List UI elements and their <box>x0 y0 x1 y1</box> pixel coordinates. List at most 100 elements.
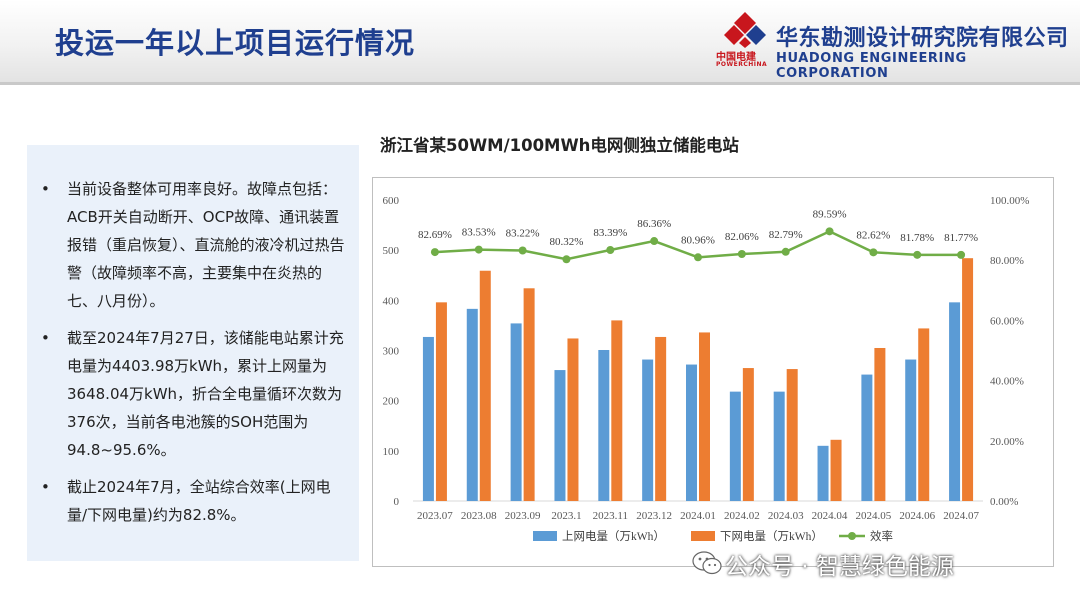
logo-text-en: POWERCHINA <box>716 61 768 68</box>
bar-upload <box>598 349 610 501</box>
legend-swatch-upload <box>533 531 557 541</box>
y-right-tick-label: 60.00% <box>990 315 1024 327</box>
efficiency-data-label: 83.53% <box>462 227 496 239</box>
efficiency-data-label: 83.22% <box>506 228 540 240</box>
legend-label-download: 下网电量（万kWh） <box>720 530 823 543</box>
efficiency-data-label: 81.78% <box>900 232 934 244</box>
x-tick-label: 2023.11 <box>593 510 628 522</box>
x-tick-label: 2023.08 <box>461 510 497 522</box>
powerchina-logo-icon <box>724 12 766 48</box>
legend-marker-efficiency <box>848 532 856 540</box>
summary-panel: • 当前设备整体可用率良好。故障点包括：ACB开关自动断开、OCP故障、通讯装置… <box>27 145 359 561</box>
efficiency-point <box>518 246 527 255</box>
y-left-tick-label: 0 <box>394 496 400 508</box>
efficiency-point <box>825 227 834 236</box>
efficiency-data-label: 89.59% <box>813 208 847 220</box>
y-right-tick-label: 0.00% <box>990 496 1018 508</box>
efficiency-data-label: 82.69% <box>418 229 452 241</box>
header-bar <box>0 0 1080 82</box>
company-name-cn: 华东勘测设计研究院有限公司 <box>776 26 1069 51</box>
bar-download <box>479 270 491 501</box>
efficiency-point <box>606 245 615 254</box>
x-tick-label: 2024.05 <box>856 510 892 522</box>
bullet-item: • 截至2024年7月27日，该储能电站累计充电量为4403.98万kWh，累计… <box>41 324 349 464</box>
efficiency-point <box>913 250 922 259</box>
efficiency-data-label: 82.79% <box>769 229 803 241</box>
x-tick-label: 2023.07 <box>417 510 453 522</box>
efficiency-data-label: 80.32% <box>550 236 584 248</box>
efficiency-data-label: 86.36% <box>637 218 671 230</box>
efficiency-point <box>781 247 790 256</box>
efficiency-point <box>650 237 659 246</box>
x-tick-label: 2024.02 <box>724 510 760 522</box>
efficiency-point <box>430 248 439 257</box>
y-left-tick-label: 400 <box>383 295 400 307</box>
efficiency-point <box>869 248 878 257</box>
wechat-icon <box>692 551 722 575</box>
bar-download <box>523 288 535 501</box>
bullet-item: • 当前设备整体可用率良好。故障点包括：ACB开关自动断开、OCP故障、通讯装置… <box>41 175 349 315</box>
bar-upload <box>773 391 785 501</box>
efficiency-point <box>694 253 702 262</box>
page-title: 投运一年以上项目运行情况 <box>55 26 416 60</box>
y-left-tick-label: 200 <box>383 396 400 408</box>
bar-upload <box>510 323 522 501</box>
bar-upload <box>861 374 873 501</box>
legend-swatch-download <box>691 531 715 541</box>
bar-download <box>918 328 930 501</box>
bullet-text: 截止2024年7月，全站综合效率(上网电量/下网电量)约为82.8%。 <box>67 478 331 524</box>
x-tick-label: 2024.03 <box>768 510 804 522</box>
chart-container: 0 100 200 300 400 500 600 0.00% 20.00% 40.00% 60.0… <box>372 177 1054 567</box>
bar-download <box>742 368 754 501</box>
efficiency-point <box>957 250 966 259</box>
bar-upload <box>949 302 961 501</box>
bar-download <box>699 332 710 501</box>
bar-upload <box>686 364 697 501</box>
chart-title: 浙江省某50WM/100MWh电网侧独立储能电站 <box>380 136 739 155</box>
efficiency-data-label: 81.77% <box>944 232 978 244</box>
logo-text-cn: 中国电建 <box>716 52 756 63</box>
bar-download <box>830 439 842 501</box>
x-tick-label: 2023.09 <box>505 510 541 522</box>
efficiency-data-label: 80.96% <box>681 234 715 246</box>
bar-download <box>874 347 886 501</box>
bar-upload <box>905 359 917 501</box>
bar-upload <box>729 391 741 501</box>
efficiency-point <box>562 255 571 264</box>
bar-upload <box>642 359 654 501</box>
legend-label-efficiency: 效率 <box>870 529 893 543</box>
y-left-tick-label: 300 <box>383 346 400 358</box>
bullet-dot: • <box>41 329 50 347</box>
x-tick-label: 2024.06 <box>899 510 935 522</box>
legend-label-upload: 上网电量（万kWh） <box>562 530 665 543</box>
efficiency-point <box>737 249 746 258</box>
bar-download <box>962 258 974 501</box>
bar-download <box>786 369 798 501</box>
company-name-en: HUADONG ENGINEERING CORPORATION <box>776 51 967 81</box>
bullet-dot: • <box>41 478 50 496</box>
bullet-text: 截至2024年7月27日，该储能电站累计充电量为4403.98万kWh，累计上网… <box>67 329 344 459</box>
y-left-tick-label: 600 <box>383 195 400 207</box>
y-right-tick-label: 20.00% <box>990 436 1024 448</box>
y-right-tick-label: 80.00% <box>990 255 1024 267</box>
x-tick-label: 2024.04 <box>812 510 848 522</box>
efficiency-data-label: 82.62% <box>856 229 890 241</box>
x-tick-label: 2023.12 <box>636 510 672 522</box>
bar-download <box>611 320 623 501</box>
x-tick-label: 2023.1 <box>551 510 581 522</box>
combo-chart: 0 100 200 300 400 500 600 0.00% 20.00% 40.00% 60.0… <box>383 195 1030 543</box>
bar-download <box>435 302 447 501</box>
x-tick-label: 2024.01 <box>680 510 716 522</box>
x-tick-label: 2024.07 <box>943 510 979 522</box>
efficiency-data-label: 82.06% <box>725 231 759 243</box>
y-right-tick-label: 40.00% <box>990 376 1024 388</box>
y-left-tick-label: 100 <box>383 446 400 458</box>
bar-upload <box>466 308 478 501</box>
bar-upload <box>817 445 829 501</box>
y-left-tick-label: 500 <box>383 245 400 257</box>
y-right-tick-label: 100.00% <box>990 195 1029 207</box>
bullet-text: 当前设备整体可用率良好。故障点包括：ACB开关自动断开、OCP故障、通讯装置报错… <box>67 180 345 310</box>
bar-upload <box>422 336 434 501</box>
bar-download <box>655 336 667 501</box>
bullet-item: • 截止2024年7月，全站综合效率(上网电量/下网电量)约为82.8%。 <box>41 473 349 529</box>
